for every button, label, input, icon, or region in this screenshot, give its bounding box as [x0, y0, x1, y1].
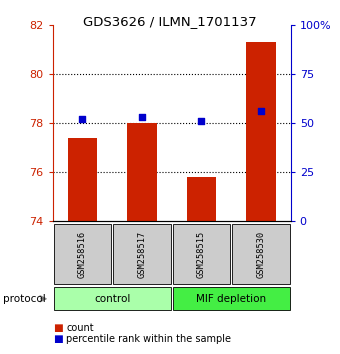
Bar [233, 224, 289, 284]
Bar [246, 42, 276, 221]
Point [258, 108, 264, 114]
Text: GDS3626 / ILMN_1701137: GDS3626 / ILMN_1701137 [83, 15, 257, 28]
Text: GSM258516: GSM258516 [78, 230, 87, 278]
Text: GSM258530: GSM258530 [256, 230, 266, 278]
Text: percentile rank within the sample: percentile rank within the sample [66, 334, 231, 344]
Text: ■: ■ [53, 334, 63, 344]
Bar [173, 224, 230, 284]
Text: control: control [94, 293, 130, 304]
Bar [187, 177, 216, 221]
Text: protocol: protocol [3, 294, 46, 304]
Text: GSM258515: GSM258515 [197, 230, 206, 278]
Text: GSM258517: GSM258517 [137, 230, 147, 278]
Bar [173, 287, 289, 310]
Text: ■: ■ [53, 323, 63, 333]
Text: MIF depletion: MIF depletion [196, 293, 266, 304]
Point [199, 118, 204, 124]
Point [80, 116, 85, 122]
Bar [54, 224, 111, 284]
Text: count: count [66, 323, 94, 333]
Bar [68, 138, 97, 221]
Bar [54, 287, 170, 310]
Bar [127, 123, 157, 221]
Bar [114, 224, 170, 284]
Point [139, 114, 145, 120]
